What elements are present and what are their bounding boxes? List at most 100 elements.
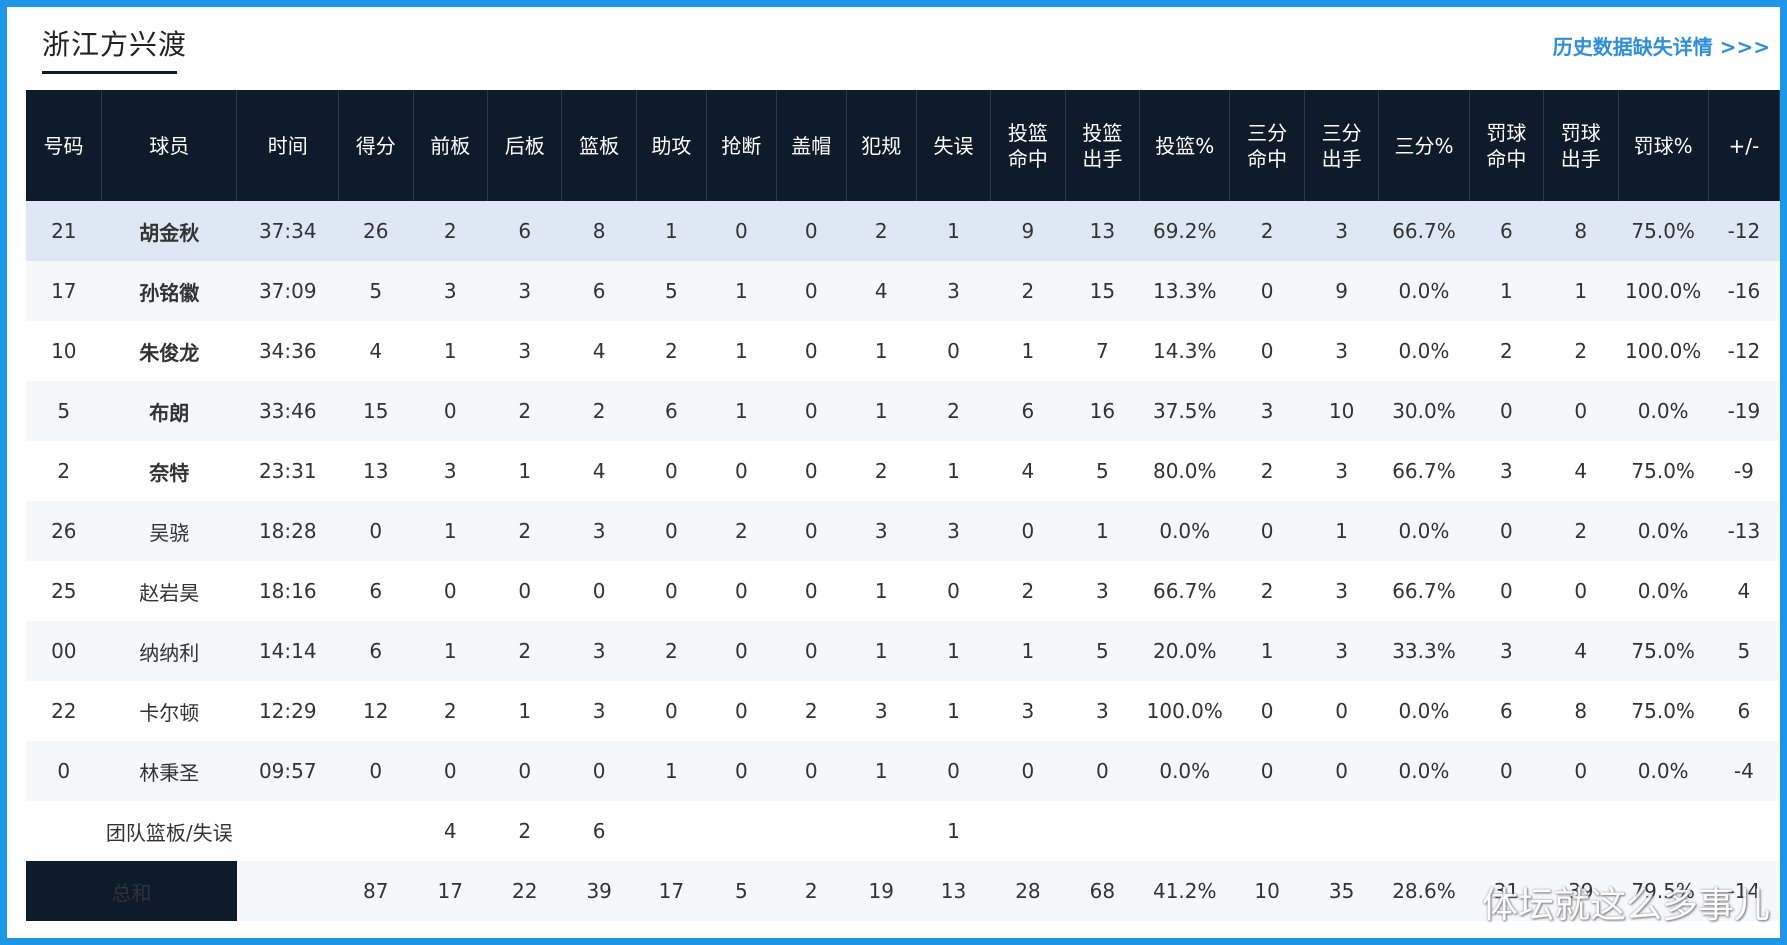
cell-player[interactable]: 布朗 [101,381,237,441]
player-row[interactable]: 00 纳纳利 14:14 6 1 2 3 2 0 0 1 1 1 5 20.0% 1 3 33.3% 3 4 75.0%… [26,621,1780,681]
cell-player[interactable]: 林秉圣 [101,741,237,801]
cell-turnovers: 1 [916,621,991,681]
column-header-three-pct[interactable]: 三分% [1378,90,1470,201]
cell-rebounds: 0 [561,741,637,801]
column-header-assists[interactable]: 助攻 [636,90,707,201]
column-header-fg-pct[interactable]: 投篮% [1139,90,1231,201]
cell-ft-attempted: 0 [1543,741,1619,801]
cell-plus-minus: -16 [1708,261,1780,321]
cell-player[interactable]: 吴骁 [101,501,237,561]
cell-ft-made: 1 [1469,261,1544,321]
cell-player[interactable]: 奈特 [101,441,237,501]
column-header-three-made[interactable]: 三分 命中 [1229,90,1305,201]
player-row[interactable]: 21 胡金秋 37:34 26 2 6 8 1 0 0 2 1 9 13 69.2% 2 3 66.7% 6 8 75.… [26,201,1780,261]
panel-header: 浙江方兴渡 历史数据缺失详情 >>> [7,7,1780,90]
cell-player[interactable]: 朱俊龙 [101,321,237,381]
cell-fg-attempted: 7 [1065,321,1140,381]
cell-three-made: 2 [1229,441,1305,501]
cell-number: 10 [26,321,102,381]
team-cell-three-pct [1378,801,1470,861]
total-cell-three-made: 10 [1229,861,1305,921]
column-header-steals[interactable]: 抢断 [706,90,777,201]
cell-time: 18:16 [236,561,339,621]
team-cell-fg-attempted [1065,801,1140,861]
total-cell-fouls: 19 [846,861,917,921]
column-header-ft-attempted[interactable]: 罚球 出手 [1543,90,1619,201]
column-header-plus-minus[interactable]: +/- [1708,90,1780,201]
column-header-ft-pct[interactable]: 罚球% [1618,90,1709,201]
column-header-fouls[interactable]: 犯规 [846,90,917,201]
cell-player[interactable]: 赵岩昊 [101,561,237,621]
column-header-number[interactable]: 号码 [26,90,103,201]
cell-three-attempted: 3 [1304,321,1379,381]
column-header-def-reb[interactable]: 后板 [487,90,563,201]
cell-ft-pct: 75.0% [1618,201,1709,261]
cell-three-pct: 66.7% [1378,201,1470,261]
cell-fg-pct: 14.3% [1139,321,1230,381]
cell-ft-made: 2 [1469,321,1544,381]
player-row[interactable]: 0 林秉圣 09:57 0 0 0 0 1 0 0 1 0 0 0 0.0% 0 0 0.0% 0 0 0.0% -4 [26,741,1780,801]
player-row[interactable]: 5 布朗 33:46 15 0 2 2 6 1 0 1 2 6 16 37.5% 3 10 30.0% 0 0 0.0%… [26,381,1780,441]
column-header-time[interactable]: 时间 [236,90,340,201]
cell-time: 23:31 [236,441,339,501]
cell-ft-pct: 0.0% [1618,501,1709,561]
team-tab-title[interactable]: 浙江方兴渡 [42,28,188,61]
column-header-turnovers[interactable]: 失误 [916,90,992,201]
player-row[interactable]: 26 吴骁 18:28 0 1 2 3 0 2 0 3 3 0 1 0.0% 0 1 0.0% 0 2 0.0% -13 [26,501,1780,561]
cell-three-made: 0 [1229,741,1305,801]
cell-def-reb: 2 [487,501,562,561]
cell-fg-made: 1 [990,321,1066,381]
cell-assists: 1 [636,201,707,261]
cell-fg-attempted: 3 [1065,561,1140,621]
cell-three-attempted: 9 [1304,261,1379,321]
cell-assists: 0 [636,681,707,741]
cell-three-pct: 66.7% [1378,441,1470,501]
cell-fg-made: 6 [990,381,1066,441]
totals-label: 总和 [26,861,237,921]
cell-player[interactable]: 纳纳利 [101,621,237,681]
player-row[interactable]: 22 卡尔顿 12:29 12 2 1 3 0 0 2 3 1 3 3 100.0% 0 0 0.0% 6 8 75.0… [26,681,1780,741]
cell-blocks: 0 [776,741,847,801]
cell-points: 6 [338,621,413,681]
cell-three-attempted: 3 [1304,561,1379,621]
cell-def-reb: 0 [487,741,562,801]
column-header-rebounds[interactable]: 篮板 [561,90,637,201]
column-header-points[interactable]: 得分 [338,90,414,201]
cell-assists: 0 [636,561,707,621]
cell-ft-attempted: 0 [1543,561,1619,621]
player-row[interactable]: 2 奈特 23:31 13 3 1 4 0 0 0 2 1 4 5 80.0% 2 3 66.7% 3 4 75.0% -… [26,441,1780,501]
cell-three-attempted: 10 [1304,381,1379,441]
cell-plus-minus: -9 [1708,441,1780,501]
player-row[interactable]: 10 朱俊龙 34:36 4 1 3 4 2 1 0 1 0 1 7 14.3% 0 3 0.0% 2 2 100.0%… [26,321,1780,381]
cell-steals: 0 [706,681,777,741]
cell-steals: 0 [706,741,777,801]
column-header-three-attempted[interactable]: 三分 出手 [1304,90,1380,201]
total-cell-blocks: 2 [776,861,847,921]
history-missing-data-link[interactable]: 历史数据缺失详情 >>> [1552,35,1770,59]
cell-time: 33:46 [236,381,339,441]
cell-player[interactable]: 胡金秋 [101,201,237,261]
cell-three-made: 2 [1229,561,1305,621]
cell-ft-made: 3 [1469,441,1544,501]
cell-def-reb: 1 [487,681,562,741]
cell-points: 13 [338,441,413,501]
player-row[interactable]: 17 孙铭徽 37:09 5 3 3 6 5 1 0 4 3 2 15 13.3% 0 9 0.0% 1 1 100.0… [26,261,1780,321]
cell-turnovers: 2 [916,381,991,441]
column-header-fg-made[interactable]: 投篮 命中 [990,90,1066,201]
column-header-fg-attempted[interactable]: 投篮 出手 [1065,90,1141,201]
team-rebounds-row: 团队篮板/失误 4 2 6 1 [26,801,1780,861]
cell-fg-made: 4 [990,441,1066,501]
cell-player[interactable]: 孙铭徽 [101,261,237,321]
cell-three-made: 1 [1229,621,1305,681]
cell-fg-made: 9 [990,201,1066,261]
column-header-ft-made[interactable]: 罚球 命中 [1469,90,1545,201]
column-header-off-reb[interactable]: 前板 [413,90,488,201]
column-header-blocks[interactable]: 盖帽 [776,90,847,201]
cell-three-made: 0 [1229,321,1305,381]
player-row[interactable]: 25 赵岩昊 18:16 6 0 0 0 0 0 0 1 0 2 3 66.7% 2 3 66.7% 0 0 0.0% 4 [26,561,1780,621]
cell-fouls: 1 [846,741,917,801]
cell-ft-pct: 75.0% [1618,621,1709,681]
cell-player[interactable]: 卡尔顿 [101,681,237,741]
active-tab-underline [42,71,177,74]
column-header-player[interactable]: 球员 [101,90,238,201]
